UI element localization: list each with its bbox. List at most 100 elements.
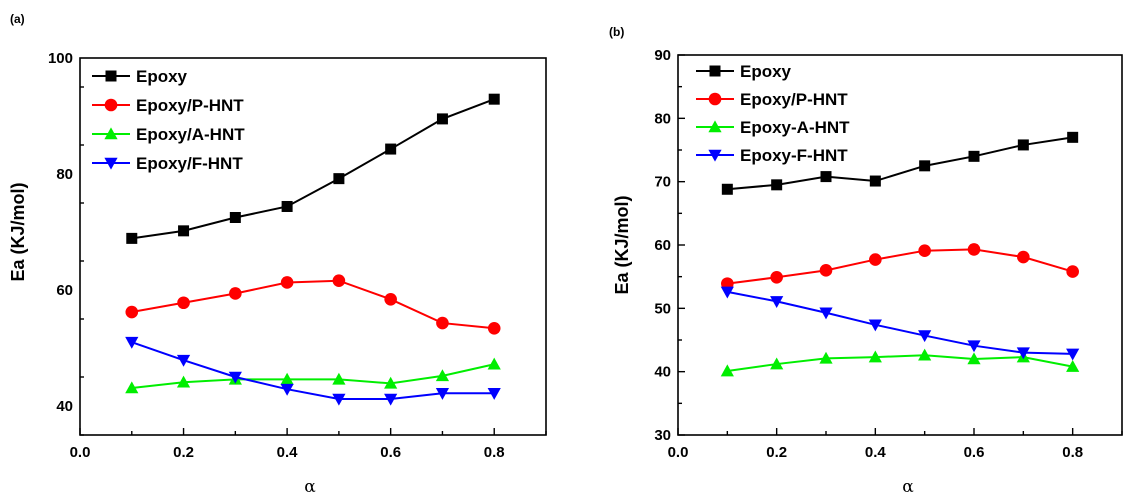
panel-b-legend-marker xyxy=(708,149,722,162)
panel-a-data-point xyxy=(487,357,501,370)
panel-a-data-point xyxy=(280,276,294,289)
panel-a-data-point xyxy=(125,381,139,394)
panel-b-data-point xyxy=(968,150,980,162)
panel-a-series-line xyxy=(131,98,495,240)
panel-b-data-point xyxy=(919,160,931,172)
panel-a-x-tick-label: 0.2 xyxy=(173,444,194,461)
panel-b-data-point xyxy=(820,171,832,183)
panel-a-y-tick-label: 80 xyxy=(56,166,73,183)
panel-b-data-point xyxy=(967,243,981,256)
panel-b-data-point xyxy=(1066,360,1080,372)
panel-b-data-point xyxy=(720,364,734,377)
panel-b-legend-label: Epoxy-F-HNT xyxy=(740,146,848,165)
panel-a-plot-area: 0.0 0.2 0.4 0.6 0.8 40 60 80 100 Epoxy Epoxy/P-HNT… xyxy=(48,50,547,461)
panel-b-y-tick-label: 50 xyxy=(654,300,671,317)
panel-b-data-point xyxy=(1017,250,1030,264)
panel-a-legend-label: Epoxy/P-HNT xyxy=(136,96,244,115)
panel-a-data-point xyxy=(281,200,293,212)
panel-b-x-axis-label: α xyxy=(902,477,914,497)
panel-a-frame xyxy=(79,57,547,436)
panel-a-legend-marker xyxy=(104,157,118,170)
panel-b-x-tick-label: 0.0 xyxy=(668,444,689,461)
panel-a-label: (a) xyxy=(10,12,25,26)
panel-a-data-point xyxy=(435,387,450,400)
panel-b-data-point xyxy=(1067,131,1079,143)
panel-a-data-point xyxy=(333,173,345,185)
panel-a-series-line xyxy=(131,279,495,330)
panel-a-legend-label: Epoxy/A-HNT xyxy=(136,125,245,144)
panel-b-data-point xyxy=(770,357,784,370)
panel-a-data-point xyxy=(126,232,138,244)
panel-a-data-point xyxy=(384,376,398,389)
panel-b-data-point xyxy=(967,340,981,353)
panel-a-series-line xyxy=(131,341,495,401)
panel-b-data-point xyxy=(918,348,932,361)
panel-a-legend-label: Epoxy/F-HNT xyxy=(136,154,243,173)
panel-b-data-point xyxy=(819,264,833,277)
panel-b-data-point xyxy=(868,319,882,332)
panel-a-x-tick-label: 0.4 xyxy=(277,444,299,461)
panel-b-y-axis-label: Ea (KJ/mol) xyxy=(612,195,632,294)
panel-b-data-point xyxy=(1017,139,1029,151)
panel-b-data-point xyxy=(868,350,882,363)
panel-a-data-point xyxy=(177,296,190,310)
panel-b-y-tick-label: 30 xyxy=(654,427,671,444)
panel-b-data-point xyxy=(967,352,981,365)
panel-a-data-point xyxy=(436,113,448,125)
panel-a-data-point xyxy=(487,387,501,400)
panel-a-series-line xyxy=(131,363,495,390)
panel-b-series-line xyxy=(727,248,1073,285)
panel-b: (b) Ea (KJ/mol) α 0.0 0.2 0.4 0.6 0.8 30 40 50 6… xyxy=(609,25,1123,497)
panel-b-data-point xyxy=(918,330,932,343)
panel-b-data-point xyxy=(770,271,783,284)
panel-b-series-line xyxy=(727,136,1073,191)
panel-b-legend-marker xyxy=(708,120,722,133)
panel-b-data-point xyxy=(869,175,881,187)
panel-a-data-point xyxy=(487,321,501,335)
panel-b-data-point xyxy=(1016,347,1030,360)
panel-b-plot-area: 0.0 0.2 0.4 0.6 0.8 30 40 50 60 70 80 90 Epoxy Epoxy/… xyxy=(654,47,1123,461)
panel-b-legend-marker xyxy=(709,65,721,77)
panel-a-legend-marker xyxy=(105,70,117,82)
panel-a-data-point xyxy=(280,383,294,396)
panel-b-data-point xyxy=(720,286,734,299)
panel-a-data-point xyxy=(228,371,242,384)
panel-a-data-point xyxy=(384,393,398,406)
panel-b-legend-marker xyxy=(708,92,722,106)
panel-a-data-point xyxy=(125,305,139,319)
panel-b-data-point xyxy=(918,244,931,257)
panel-b-data-point xyxy=(1066,265,1079,278)
panel-b-data-point xyxy=(1066,348,1080,361)
panel-b-x-tick-label: 0.8 xyxy=(1062,444,1083,461)
panel-a: (a) Ea (KJ/mol) α 0.0 0.2 0.4 0.6 0.8 40 60 80 1… xyxy=(8,12,547,497)
panel-a-x-tick-label: 0.0 xyxy=(70,444,91,461)
panel-b-frame xyxy=(677,54,1123,436)
panel-a-data-point xyxy=(385,143,397,155)
panel-a-data-point xyxy=(229,212,241,223)
panel-a-legend-label: Epoxy xyxy=(136,67,188,86)
panel-a-x-axis-label: α xyxy=(304,477,316,497)
panel-a-data-point xyxy=(178,225,190,237)
panel-b-y-tick-label: 90 xyxy=(654,47,671,64)
panel-a-data-point xyxy=(332,393,346,406)
panel-b-legend-label: Epoxy xyxy=(740,62,792,81)
panel-a-y-tick-label: 40 xyxy=(56,398,73,415)
panel-a-data-point xyxy=(435,369,450,382)
panel-a-data-point xyxy=(332,372,346,385)
panel-a-legend-marker xyxy=(104,127,118,140)
panel-a-data-point xyxy=(176,354,191,367)
panel-a-x-tick-label: 0.8 xyxy=(484,444,505,461)
panel-b-data-point xyxy=(869,253,882,266)
panel-b-data-point xyxy=(819,307,833,320)
panel-b-y-tick-label: 70 xyxy=(654,174,671,191)
panel-a-y-tick-label: 60 xyxy=(56,282,73,299)
panel-b-data-point xyxy=(819,351,833,364)
panel-a-y-tick-label: 100 xyxy=(48,50,73,67)
panel-a-x-tick-label: 0.6 xyxy=(380,444,401,461)
panel-b-x-tick-label: 0.2 xyxy=(766,444,787,461)
panel-a-data-point xyxy=(125,336,139,349)
panel-a-data-point xyxy=(384,292,397,306)
panel-b-legend-label: Epoxy/P-HNT xyxy=(740,90,848,109)
panel-a-data-point xyxy=(436,316,449,330)
